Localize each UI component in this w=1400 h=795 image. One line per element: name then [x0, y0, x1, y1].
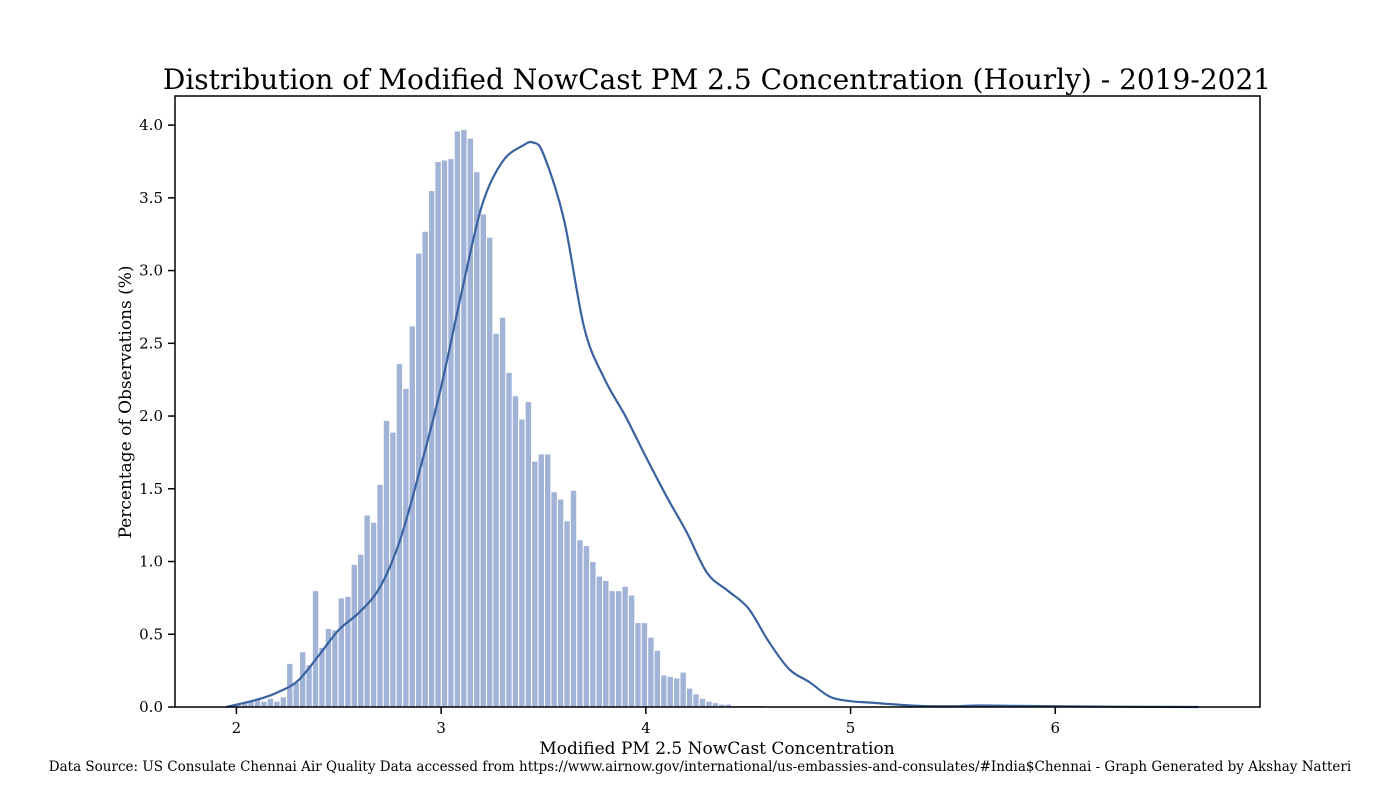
y-tick-label: 3.5: [139, 189, 163, 207]
histogram-bar: [479, 213, 487, 708]
histogram-bar: [492, 332, 500, 708]
histogram-bar: [634, 622, 642, 708]
histogram-bar: [563, 520, 571, 708]
histogram-bar: [440, 159, 449, 708]
histogram-bar: [460, 128, 468, 708]
histogram-bar: [337, 597, 346, 708]
histogram-bar: [595, 575, 604, 708]
histogram-bar: [556, 498, 565, 708]
histogram-bar: [402, 387, 410, 708]
data-source-note: Data Source: US Consulate Chennai Air Qu…: [49, 759, 1352, 775]
histogram-bar: [453, 130, 462, 708]
histogram-bar: [653, 649, 662, 708]
histogram-bar: [672, 677, 681, 708]
histogram-bar: [666, 675, 674, 708]
histogram-bar: [705, 700, 713, 708]
histogram-bar: [679, 671, 687, 708]
histogram-bar: [331, 629, 339, 708]
histogram-bar: [692, 693, 700, 708]
histogram-bar: [505, 371, 513, 708]
histogram-bar: [640, 622, 649, 708]
histogram-bar: [447, 158, 455, 708]
y-tick-label: 2.5: [139, 334, 163, 352]
histogram-bar: [511, 395, 520, 708]
y-tick-label: 1.5: [139, 480, 163, 498]
histogram-bar: [408, 325, 417, 708]
histogram-bar: [621, 585, 629, 708]
histogram-bar: [569, 489, 578, 708]
y-tick-label: 1.0: [139, 553, 163, 571]
histogram-bar: [602, 579, 610, 708]
y-tick-label: 0.5: [139, 625, 163, 643]
histogram-bar: [292, 681, 300, 708]
histogram-bar: [266, 697, 275, 708]
histogram-bar: [421, 230, 429, 708]
histogram-bar: [466, 137, 475, 708]
histogram-bar: [357, 553, 365, 708]
histogram-bar: [647, 636, 655, 708]
chart-title: Distribution of Modified NowCast PM 2.5 …: [163, 63, 1271, 96]
histogram-bar: [531, 460, 539, 708]
histogram-bar: [344, 595, 352, 708]
histogram-bar: [537, 453, 546, 708]
histogram-bar: [524, 401, 533, 708]
y-axis-label: Percentage of Observations (%): [116, 265, 136, 538]
histogram-bar: [434, 160, 442, 708]
histogram-bars: [228, 128, 765, 708]
histogram-bar: [350, 563, 359, 708]
histogram-bar: [498, 316, 507, 708]
histogram-bar: [318, 646, 326, 708]
histogram-bar: [518, 418, 526, 708]
histogram-bar: [382, 419, 391, 708]
x-tick-label: 4: [641, 719, 651, 737]
histogram-bar: [614, 590, 623, 708]
x-axis-ticks: 2 3 4 5 6: [232, 707, 1060, 737]
histogram-bar: [582, 545, 591, 708]
kde-density-curve: [225, 140, 1199, 709]
x-tick-label: 5: [846, 719, 856, 737]
histogram-bar: [260, 700, 268, 708]
y-tick-label: 3.0: [139, 262, 163, 280]
histogram-bar: [544, 453, 552, 708]
x-tick-label: 3: [436, 719, 446, 737]
histogram-bar: [698, 697, 707, 708]
histogram-bar: [576, 539, 584, 708]
plot-area-frame: [174, 95, 1261, 708]
histogram-bar: [685, 687, 694, 708]
histogram-bar: [369, 521, 378, 708]
histogram-bar: [627, 594, 636, 708]
histogram-bar: [550, 491, 558, 708]
histogram-bar: [279, 696, 288, 708]
x-axis-label: Modified PM 2.5 NowCast Concentration: [539, 739, 894, 759]
histogram-bar: [589, 561, 597, 708]
histogram-bar: [273, 700, 281, 708]
y-tick-label: 4.0: [139, 116, 163, 134]
histogram-bar: [311, 590, 320, 708]
histogram-bar: [485, 236, 494, 708]
x-tick-label: 6: [1051, 719, 1061, 737]
histogram-bar: [389, 431, 397, 708]
histogram-bar: [376, 483, 384, 708]
y-tick-label: 0.0: [139, 698, 163, 716]
histogram-bar: [473, 171, 481, 708]
histogram-bar: [660, 674, 668, 708]
histogram-bar: [363, 514, 371, 708]
histogram-bar: [427, 190, 436, 708]
histogram-bar: [608, 590, 616, 708]
y-axis-ticks: 0.0 0.5 1.0 1.5 2.0 2.5 3.0 3.5 4.0: [139, 116, 175, 716]
x-tick-label: 2: [232, 719, 242, 737]
y-tick-label: 2.0: [139, 407, 163, 425]
